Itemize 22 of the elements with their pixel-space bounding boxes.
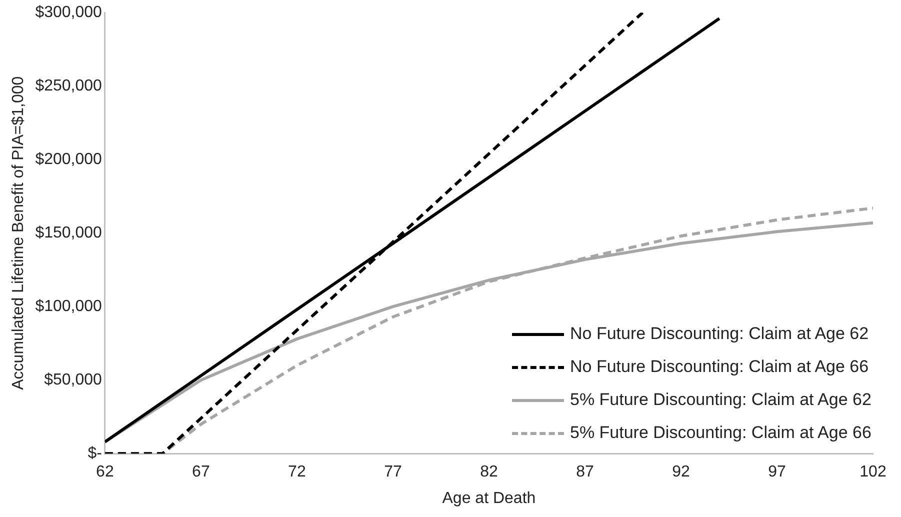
x-tick-label: 62 bbox=[96, 464, 114, 481]
y-tick-label: $50,000 bbox=[44, 372, 102, 389]
x-tick-label: 97 bbox=[768, 464, 786, 481]
y-tick-label: $100,000 bbox=[35, 298, 102, 316]
legend-label: 5% Future Discounting: Claim at Age 66 bbox=[570, 423, 872, 444]
x-tick-label: 72 bbox=[288, 464, 306, 481]
y-tick-label: $300,000 bbox=[35, 4, 102, 22]
legend-label: No Future Discounting: Claim at Age 66 bbox=[570, 357, 869, 378]
x-axis-title: Age at Death bbox=[442, 490, 536, 507]
x-tick-label: 92 bbox=[672, 464, 690, 481]
x-tick-label: 82 bbox=[480, 464, 498, 481]
y-tick-label: $200,000 bbox=[35, 151, 102, 168]
x-tick-label: 67 bbox=[192, 464, 210, 481]
y-tick-label: $250,000 bbox=[35, 78, 102, 95]
y-tick-label: $150,000 bbox=[35, 224, 102, 242]
legend-label: 5% Future Discounting: Claim at Age 62 bbox=[570, 390, 872, 410]
x-tick-label: 87 bbox=[576, 464, 594, 481]
y-axis-title: Accumulated Lifetime Benefit of PIA=$1,000 bbox=[10, 76, 28, 390]
x-tick-label: 77 bbox=[384, 464, 402, 481]
x-tick-label: 102 bbox=[860, 464, 886, 481]
y-tick-label: $- bbox=[88, 445, 102, 462]
legend-label: No Future Discounting: Claim at Age 62 bbox=[570, 324, 869, 344]
